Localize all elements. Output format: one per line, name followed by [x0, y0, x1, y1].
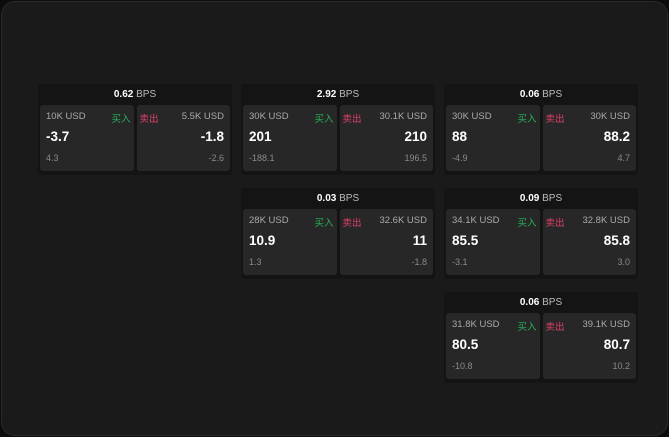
spread-value: 2.92 — [316, 89, 337, 100]
bid-quantity: 34.1K USD — [452, 215, 500, 226]
ask-quantity: 30.1K USD — [379, 111, 427, 122]
bid-diff: 1.3 — [249, 257, 262, 267]
spread-header: 0.09 BPS — [444, 188, 638, 209]
ask-price: -1.8 — [200, 129, 224, 144]
sell-panel[interactable]: 卖出 32.6K USD 11 -1.8 — [339, 209, 433, 275]
spread-unit: BPS — [542, 297, 563, 308]
quote-card: 0.09 BPS 34.1K USD 买入 85.5 -3.1 卖出 32.8K… — [444, 188, 638, 279]
sell-label: 卖出 — [545, 218, 565, 229]
quote-card: 2.92 BPS 30K USD 买入 201 -188.1 卖出 30.1K … — [241, 84, 435, 175]
sell-label: 卖出 — [139, 114, 159, 125]
ask-price: 11 — [412, 233, 427, 248]
spread-unit: BPS — [542, 193, 563, 204]
spread-unit: BPS — [136, 89, 157, 100]
buy-panel[interactable]: 34.1K USD 买入 85.5 -3.1 — [446, 209, 540, 275]
bid-price: 10.9 — [249, 233, 276, 248]
bid-price: -3.7 — [46, 129, 70, 144]
ask-diff: -2.6 — [208, 153, 224, 163]
sell-panel[interactable]: 卖出 30K USD 88.2 4.7 — [542, 105, 636, 171]
ask-quantity: 32.6K USD — [379, 215, 427, 226]
sell-panel[interactable]: 卖出 32.8K USD 85.8 3.0 — [542, 209, 636, 275]
ask-diff: -1.8 — [411, 257, 427, 267]
spread-unit: BPS — [339, 193, 360, 204]
ask-quantity: 30K USD — [590, 111, 630, 122]
sell-panel[interactable]: 卖出 39.1K USD 80.7 10.2 — [542, 313, 636, 379]
spread-header: 0.03 BPS — [241, 188, 435, 209]
bid-price: 85.5 — [452, 233, 479, 248]
ask-diff: 3.0 — [617, 257, 630, 267]
ask-diff: 4.7 — [617, 153, 630, 163]
spread-value: 0.03 — [316, 193, 337, 204]
buy-label: 买入 — [517, 114, 537, 125]
spread-unit: BPS — [339, 89, 360, 100]
bid-price: 201 — [249, 129, 272, 144]
ask-price: 210 — [404, 129, 427, 144]
ask-quantity: 39.1K USD — [582, 319, 630, 330]
buy-panel[interactable]: 10K USD 买入 -3.7 4.3 — [40, 105, 134, 171]
sell-label: 卖出 — [545, 322, 565, 333]
bid-price: 80.5 — [452, 337, 479, 352]
quote-card: 0.06 BPS 31.8K USD 买入 80.5 -10.8 卖出 39.1… — [444, 292, 638, 383]
spread-header: 0.06 BPS — [444, 84, 638, 105]
spread-header: 0.62 BPS — [38, 84, 232, 105]
spread-value: 0.06 — [519, 297, 540, 308]
spread-header: 2.92 BPS — [241, 84, 435, 105]
ask-price: 85.8 — [603, 233, 630, 248]
bid-diff: 4.3 — [46, 153, 59, 163]
ask-price: 80.7 — [603, 337, 630, 352]
buy-label: 买入 — [314, 114, 334, 125]
sell-panel[interactable]: 卖出 5.5K USD -1.8 -2.6 — [136, 105, 230, 171]
bid-diff: -188.1 — [249, 153, 275, 163]
bid-quantity: 31.8K USD — [452, 319, 500, 330]
buy-panel[interactable]: 30K USD 买入 88 -4.9 — [446, 105, 540, 171]
bid-diff: -10.8 — [452, 361, 473, 371]
spread-header: 0.06 BPS — [444, 292, 638, 313]
spread-value: 0.09 — [519, 193, 540, 204]
ask-diff: 10.2 — [612, 361, 630, 371]
bid-quantity: 30K USD — [249, 111, 289, 122]
sell-label: 卖出 — [545, 114, 565, 125]
buy-panel[interactable]: 31.8K USD 买入 80.5 -10.8 — [446, 313, 540, 379]
bid-quantity: 30K USD — [452, 111, 492, 122]
ask-quantity: 5.5K USD — [181, 111, 224, 122]
quote-card: 0.62 BPS 10K USD 买入 -3.7 4.3 卖出 5.5K USD… — [38, 84, 232, 175]
spread-unit: BPS — [542, 89, 563, 100]
bid-diff: -4.9 — [452, 153, 468, 163]
quote-card: 0.06 BPS 30K USD 买入 88 -4.9 卖出 30K USD 8… — [444, 84, 638, 175]
sell-label: 卖出 — [342, 114, 362, 125]
bid-price: 88 — [452, 129, 468, 144]
bid-quantity: 28K USD — [249, 215, 289, 226]
buy-label: 买入 — [314, 218, 334, 229]
ask-price: 88.2 — [603, 129, 630, 144]
ask-quantity: 32.8K USD — [582, 215, 630, 226]
buy-panel[interactable]: 30K USD 买入 201 -188.1 — [243, 105, 337, 171]
bid-quantity: 10K USD — [46, 111, 86, 122]
ask-diff: 196.5 — [404, 153, 427, 163]
buy-label: 买入 — [111, 114, 131, 125]
spread-value: 0.62 — [113, 89, 134, 100]
bid-diff: -3.1 — [452, 257, 468, 267]
buy-label: 买入 — [517, 218, 537, 229]
sell-panel[interactable]: 卖出 30.1K USD 210 196.5 — [339, 105, 433, 171]
sell-label: 卖出 — [342, 218, 362, 229]
buy-panel[interactable]: 28K USD 买入 10.9 1.3 — [243, 209, 337, 275]
buy-label: 买入 — [517, 322, 537, 333]
quote-card: 0.03 BPS 28K USD 买入 10.9 1.3 卖出 32.6K US… — [241, 188, 435, 279]
spread-value: 0.06 — [519, 89, 540, 100]
